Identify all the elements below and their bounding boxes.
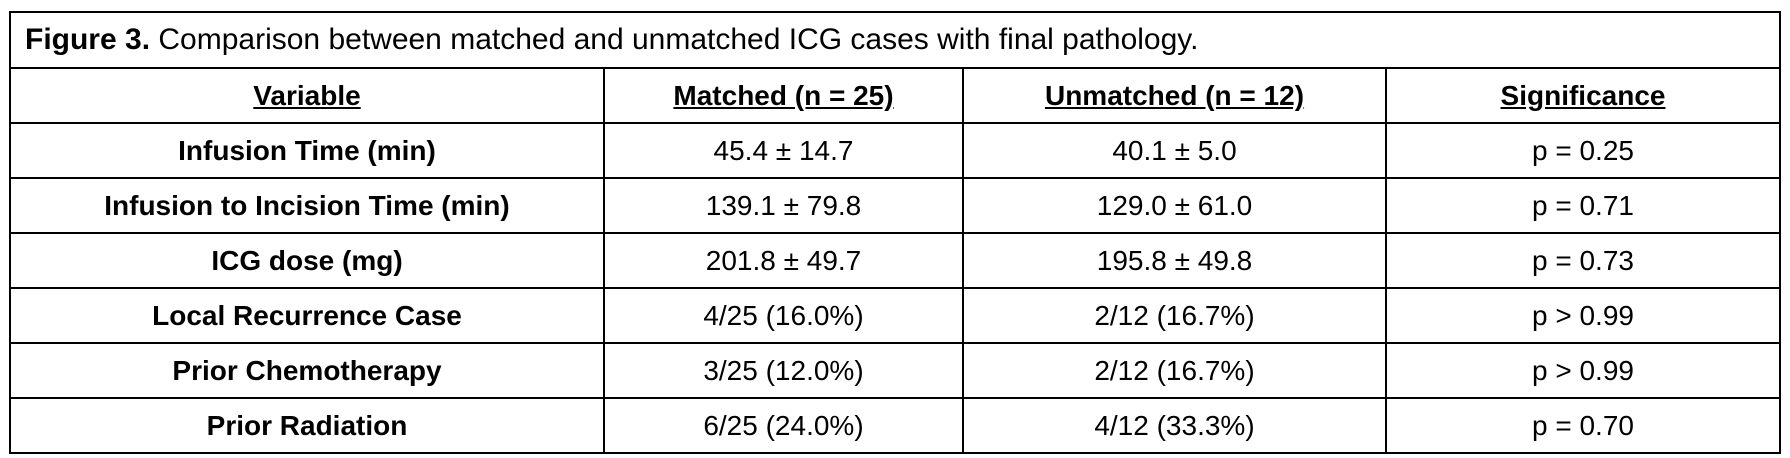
table-cell: 2/12 (16.7%) [962, 287, 1386, 343]
column-header: Variable [253, 79, 361, 111]
table-cell: 139.1 ± 79.8 [603, 177, 963, 233]
row-label: Prior Radiation [11, 397, 604, 452]
row-label: ICG dose (mg) [11, 232, 604, 288]
table-row: Infusion Time (min) 45.4 ± 14.7 40.1 ± 5.0… [11, 122, 1779, 178]
data-table: Variable Matched (n = 25) Unmatched (n = 1… [11, 69, 1779, 452]
table-cell: p = 0.25 [1385, 122, 1779, 178]
table-cell: p = 0.73 [1385, 232, 1779, 288]
figure-title: Figure 3. Comparison between matched and… [11, 13, 1779, 69]
table-cell: p = 0.71 [1385, 177, 1779, 233]
table-cell: 129.0 ± 61.0 [962, 177, 1386, 233]
table-cell: p > 0.99 [1385, 342, 1779, 398]
column-header: Matched (n = 25) [603, 69, 963, 123]
table-cell: 40.1 ± 5.0 [962, 122, 1386, 178]
table-cell: 6/25 (24.0%) [603, 397, 963, 452]
figure-label: Figure 3. [25, 23, 151, 56]
table-cell: 4/12 (33.3%) [962, 397, 1386, 452]
table-row: Prior Chemotherapy 3/25 (12.0%) 2/12 (16.7… [11, 342, 1779, 398]
row-label: Infusion to Incision Time (min) [11, 177, 604, 233]
table-cell: 201.8 ± 49.7 [603, 232, 963, 288]
table-cell: p > 0.99 [1385, 287, 1779, 343]
row-label: Prior Chemotherapy [11, 342, 604, 398]
column-header: Unmatched (n = 12) [962, 69, 1386, 123]
table-row: Infusion to Incision Time (min) 139.1 ± 7… [11, 177, 1779, 233]
header-row: Variable Matched (n = 25) Unmatched (n = 1… [11, 69, 1779, 123]
table-cell: 45.4 ± 14.7 [603, 122, 963, 178]
figure: Figure 3. Comparison between matched and… [9, 11, 1781, 454]
column-header: Significance [1385, 69, 1779, 123]
table-cell: 195.8 ± 49.8 [962, 232, 1386, 288]
figure-caption: Comparison between matched and unmatched… [158, 23, 1199, 56]
table-row: Prior Radiation 6/25 (24.0%) 4/12 (33.3%) p… [11, 397, 1779, 452]
table-cell: 3/25 (12.0%) [603, 342, 963, 398]
table-cell: 4/25 (16.0%) [603, 287, 963, 343]
table-cell: 2/12 (16.7%) [962, 342, 1386, 398]
row-label: Local Recurrence Case [11, 287, 604, 343]
table-row: Local Recurrence Case 4/25 (16.0%) 2/12 (1… [11, 287, 1779, 343]
table-row: ICG dose (mg) 201.8 ± 49.7 195.8 ± 49.8 p =… [11, 232, 1779, 288]
table-cell: p = 0.70 [1385, 397, 1779, 452]
row-label: Infusion Time (min) [11, 122, 604, 178]
table-body: Infusion Time (min) 45.4 ± 14.7 40.1 ± 5.0… [11, 122, 1779, 452]
